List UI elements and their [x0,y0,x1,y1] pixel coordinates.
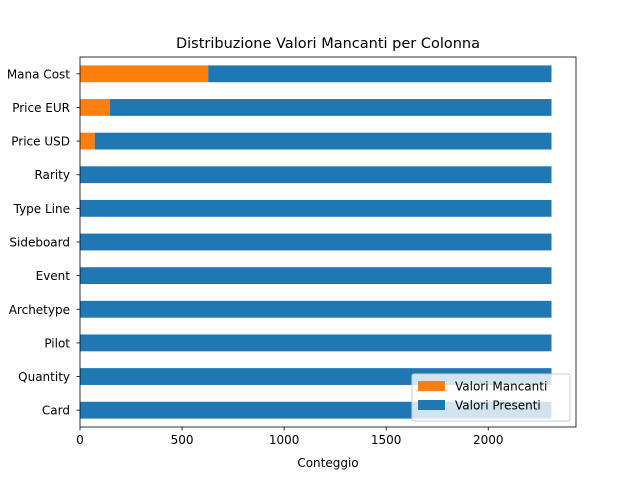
y-tick-label: Archetype [9,303,70,317]
y-tick-label: Price EUR [12,101,70,115]
chart-title: Distribuzione Valori Mancanti per Colonn… [176,36,480,52]
y-tick-label: Quantity [18,370,70,384]
bars-layer [80,65,552,419]
legend-swatch-present [418,400,445,410]
bar-present-price-eur [110,99,552,116]
x-tick-label: 1000 [269,433,300,447]
bar-missing-price-eur [80,99,111,116]
x-tick-label: 2000 [473,433,504,447]
bar-present-event [80,267,552,285]
plot-frame [79,56,577,428]
x-tick-label: 0 [76,433,84,447]
axes-layer: Card Quantity Pilot Archetype Event Sideboard… [7,56,577,447]
y-tick-label: Sideboard [9,236,70,250]
bar-present-pilot [80,334,552,352]
bar-present-mana-cost [208,65,552,83]
bar-present-archetype [80,300,552,318]
y-tick-label: Rarity [34,168,70,182]
legend-box [411,373,571,422]
y-tick-label: Price USD [11,135,70,149]
bar-present-price-usd [94,132,552,150]
bar-present-rarity [80,166,552,184]
y-tick-label: Event [36,269,71,283]
legend-label-missing: Valori Mancanti [455,380,547,394]
bar-present-sideboard [80,233,552,251]
bar-present-type-line [80,199,552,217]
y-tick-label: Pilot [44,336,70,350]
x-axis-label: Conteggio [297,456,358,470]
bar-missing-price-usd [80,132,95,150]
x-tick-label: 1500 [371,433,402,447]
y-tick-label: Mana Cost [7,67,70,81]
legend: Valori Mancanti Valori Presenti [411,373,571,422]
legend-swatch-missing [418,381,445,391]
y-tick-label: Type Line [13,202,70,216]
legend-label-present: Valori Presenti [455,399,541,413]
y-tick-label: Card [42,404,70,418]
bar-missing-mana-cost [80,65,209,83]
x-tick-label: 500 [171,433,194,447]
